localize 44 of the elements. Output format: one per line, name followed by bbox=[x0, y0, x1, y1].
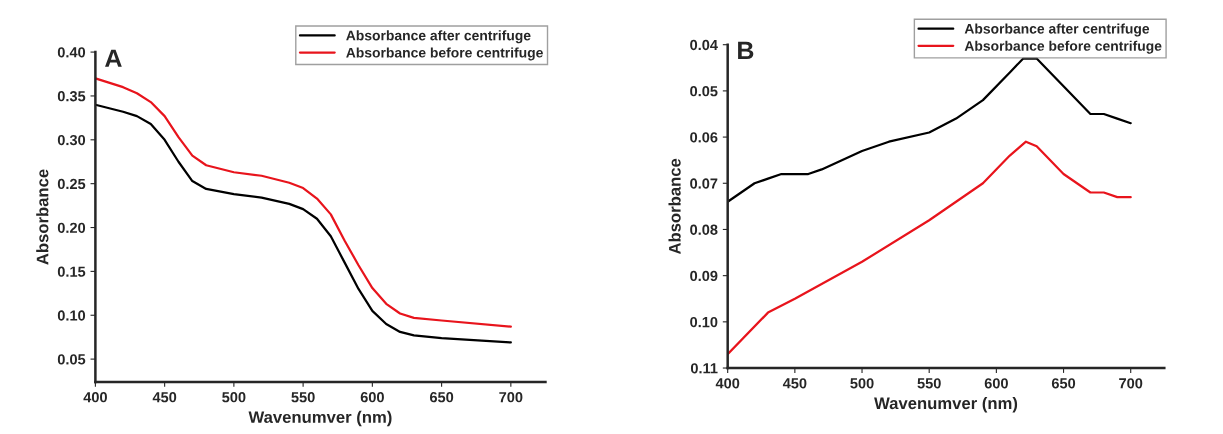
line-series bbox=[95, 77, 512, 328]
y-tick-label: 0.05 bbox=[57, 354, 86, 365]
y-tick-label: 0.04 bbox=[690, 39, 718, 51]
y-tick-label: 0.10 bbox=[57, 310, 86, 321]
x-axis-title: Wavenumver (nm) bbox=[874, 396, 1018, 413]
y-tick-label: 0.08 bbox=[690, 224, 718, 235]
legend-label: Absorbance after centrifuge bbox=[346, 30, 531, 44]
y-tick-label: 0.30 bbox=[57, 134, 86, 146]
x-tick-label: 700 bbox=[1119, 378, 1143, 389]
legend-label: Absorbance after centrifuge bbox=[964, 23, 1150, 37]
y-tick-label: 0.40 bbox=[57, 47, 86, 58]
line-series bbox=[95, 103, 512, 344]
x-tick-label: 700 bbox=[499, 392, 523, 403]
x-tick-label: 450 bbox=[782, 378, 807, 389]
x-tick-label: 600 bbox=[360, 392, 384, 403]
x-tick-label: 650 bbox=[1051, 378, 1076, 389]
x-tick-label: 450 bbox=[152, 392, 177, 403]
x-tick-label: 500 bbox=[222, 392, 246, 403]
y-tick-label: 0.07 bbox=[690, 178, 718, 189]
y-tick-label: 0.10 bbox=[690, 316, 718, 328]
legend-label: Absorbance before centrifuge bbox=[346, 47, 543, 61]
y-tick-label: 0.11 bbox=[690, 363, 718, 374]
y-axis-title: Absorbance bbox=[668, 158, 681, 255]
y-tick-label: 0.35 bbox=[57, 91, 86, 102]
x-tick-label: 650 bbox=[429, 392, 454, 403]
y-tick-label: 0.05 bbox=[690, 85, 718, 97]
x-tick-label: 500 bbox=[850, 378, 874, 389]
x-tick-label: 550 bbox=[291, 392, 315, 403]
x-tick-label: 400 bbox=[715, 378, 740, 389]
x-axis-title: Wavenumver (nm) bbox=[248, 410, 392, 427]
chart-title: A bbox=[105, 49, 122, 67]
x-tick-label: 600 bbox=[984, 378, 1008, 389]
line-series bbox=[727, 57, 1132, 203]
chart-title: B bbox=[738, 41, 754, 59]
y-tick-label: 0.15 bbox=[57, 266, 86, 277]
y-axis-title: Absorbance bbox=[36, 169, 49, 265]
x-tick-label: 550 bbox=[917, 378, 941, 389]
y-tick-label: 0.09 bbox=[690, 270, 718, 282]
y-tick-label: 0.06 bbox=[690, 132, 718, 143]
x-tick-label: 400 bbox=[83, 392, 107, 403]
y-tick-label: 0.20 bbox=[57, 222, 86, 233]
line-series bbox=[727, 140, 1132, 356]
y-tick-label: 0.25 bbox=[57, 178, 86, 190]
legend-label: Absorbance before centrifuge bbox=[964, 40, 1162, 54]
